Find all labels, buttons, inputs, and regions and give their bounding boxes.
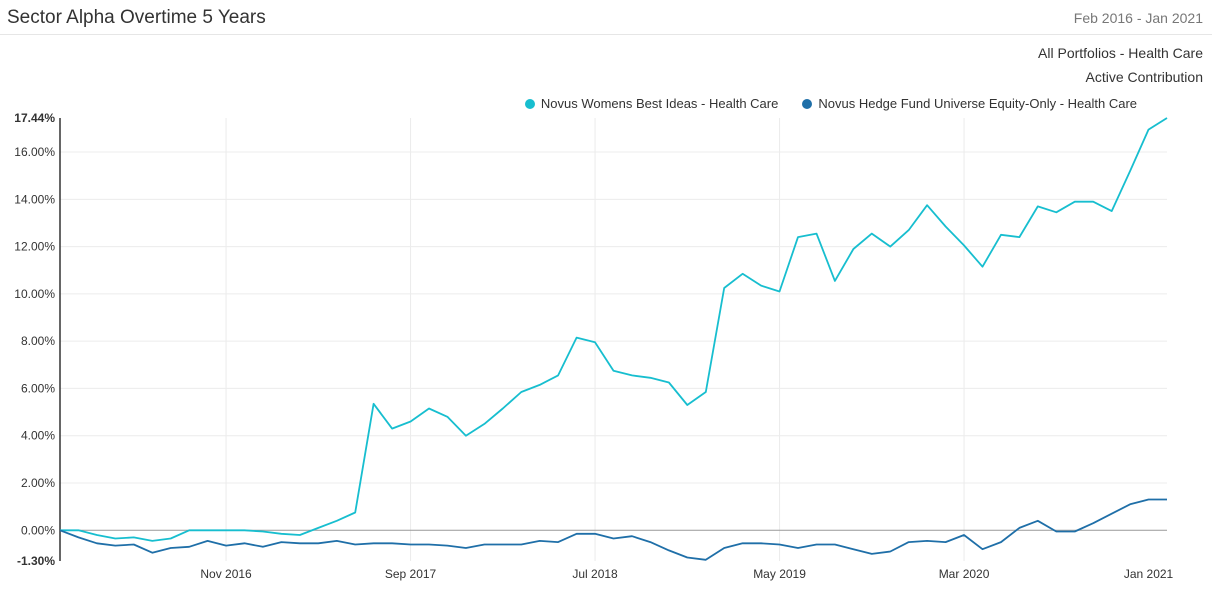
y-tick-label: 2.00% bbox=[21, 476, 55, 490]
series-line-2 bbox=[59, 498, 1167, 561]
x-tick-label: Nov 2016 bbox=[200, 567, 252, 581]
x-tick-label: Sep 2017 bbox=[385, 567, 437, 581]
legend-label: Novus Hedge Fund Universe Equity-Only - … bbox=[818, 96, 1137, 111]
y-tick-label: 12.00% bbox=[14, 240, 55, 254]
x-tick-label: Jan 2021 bbox=[1124, 567, 1174, 581]
subtitle-metric: Active Contribution bbox=[1085, 69, 1203, 85]
x-tick-label: Jul 2018 bbox=[572, 567, 618, 581]
chart-title: Sector Alpha Overtime 5 Years bbox=[7, 7, 266, 28]
legend-label: Novus Womens Best Ideas - Health Care bbox=[540, 96, 779, 111]
x-tick-label: Mar 2020 bbox=[939, 567, 990, 581]
series-line-1 bbox=[60, 117, 1168, 542]
y-tick-label: 0.00% bbox=[21, 523, 55, 537]
chart-legend: Novus Womens Best Ideas - Health Care No… bbox=[501, 96, 1137, 111]
legend-item-series-2[interactable]: Novus Hedge Fund Universe Equity-Only - … bbox=[802, 96, 1137, 111]
legend-dot-icon bbox=[524, 98, 535, 109]
y-tick-label: 8.00% bbox=[21, 334, 55, 348]
legend-dot-icon bbox=[802, 98, 813, 109]
legend-item-series-1[interactable]: Novus Womens Best Ideas - Health Care bbox=[524, 96, 779, 111]
y-tick-label: 17.44% bbox=[14, 111, 55, 125]
x-tick-label: May 2019 bbox=[753, 567, 806, 581]
y-tick-label: 4.00% bbox=[21, 429, 55, 443]
y-tick-label: 16.00% bbox=[14, 145, 55, 159]
y-tick-label: 14.00% bbox=[14, 192, 55, 206]
date-range: Feb 2016 - Jan 2021 bbox=[1073, 10, 1203, 26]
subtitle-portfolio: All Portfolios - Health Care bbox=[1038, 45, 1203, 61]
y-tick-label: 10.00% bbox=[14, 287, 55, 301]
y-tick-label: 6.00% bbox=[21, 381, 55, 395]
y-tick-label: -1.30% bbox=[17, 554, 55, 568]
chart-header: Sector Alpha Overtime 5 Years Feb 2016 -… bbox=[0, 0, 1212, 35]
